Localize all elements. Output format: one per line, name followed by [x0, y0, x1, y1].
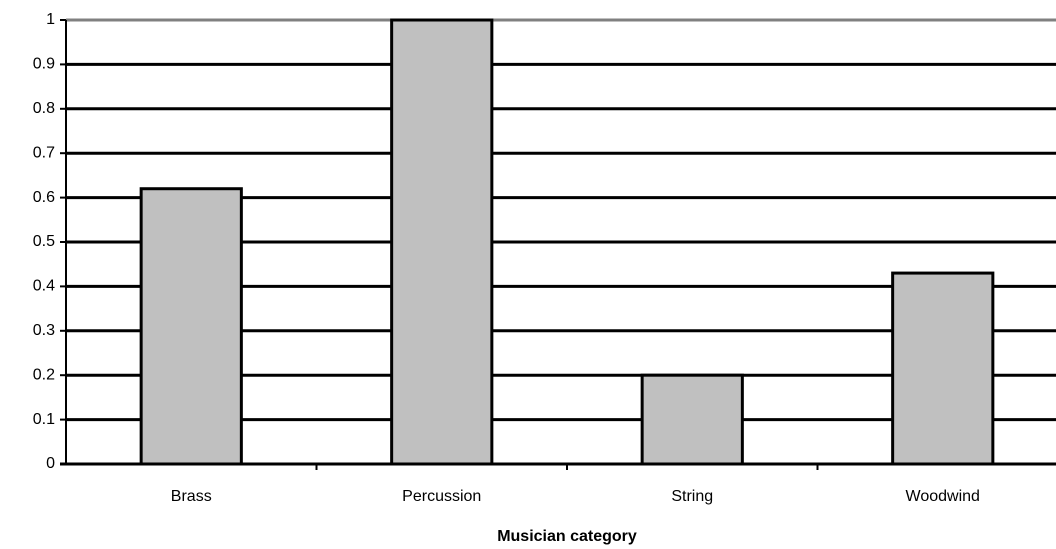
y-tick-label: 0.6	[33, 189, 55, 206]
x-tick-label: Woodwind	[906, 488, 980, 505]
y-tick-label: 0.1	[33, 411, 55, 428]
y-tick-label: 0.7	[33, 144, 55, 161]
x-tick-label: Percussion	[402, 488, 481, 505]
y-tick-label: 0.4	[33, 278, 55, 295]
x-tick-label: String	[671, 488, 713, 505]
y-tick-label: 1	[46, 11, 55, 28]
y-tick-label: 0	[46, 455, 55, 472]
bar	[640, 373, 744, 466]
bar	[891, 271, 995, 466]
y-tick-label: 0.8	[33, 100, 55, 117]
x-tick-label: Brass	[171, 488, 212, 505]
y-tick-label: 0.3	[33, 322, 55, 339]
bar	[139, 187, 243, 466]
y-tick-label: 0.5	[33, 233, 55, 250]
y-tick-label: 0.9	[33, 56, 55, 73]
y-tick-label: 0.2	[33, 366, 55, 383]
x-axis-title: Musician category	[497, 528, 637, 545]
bar	[390, 18, 494, 466]
